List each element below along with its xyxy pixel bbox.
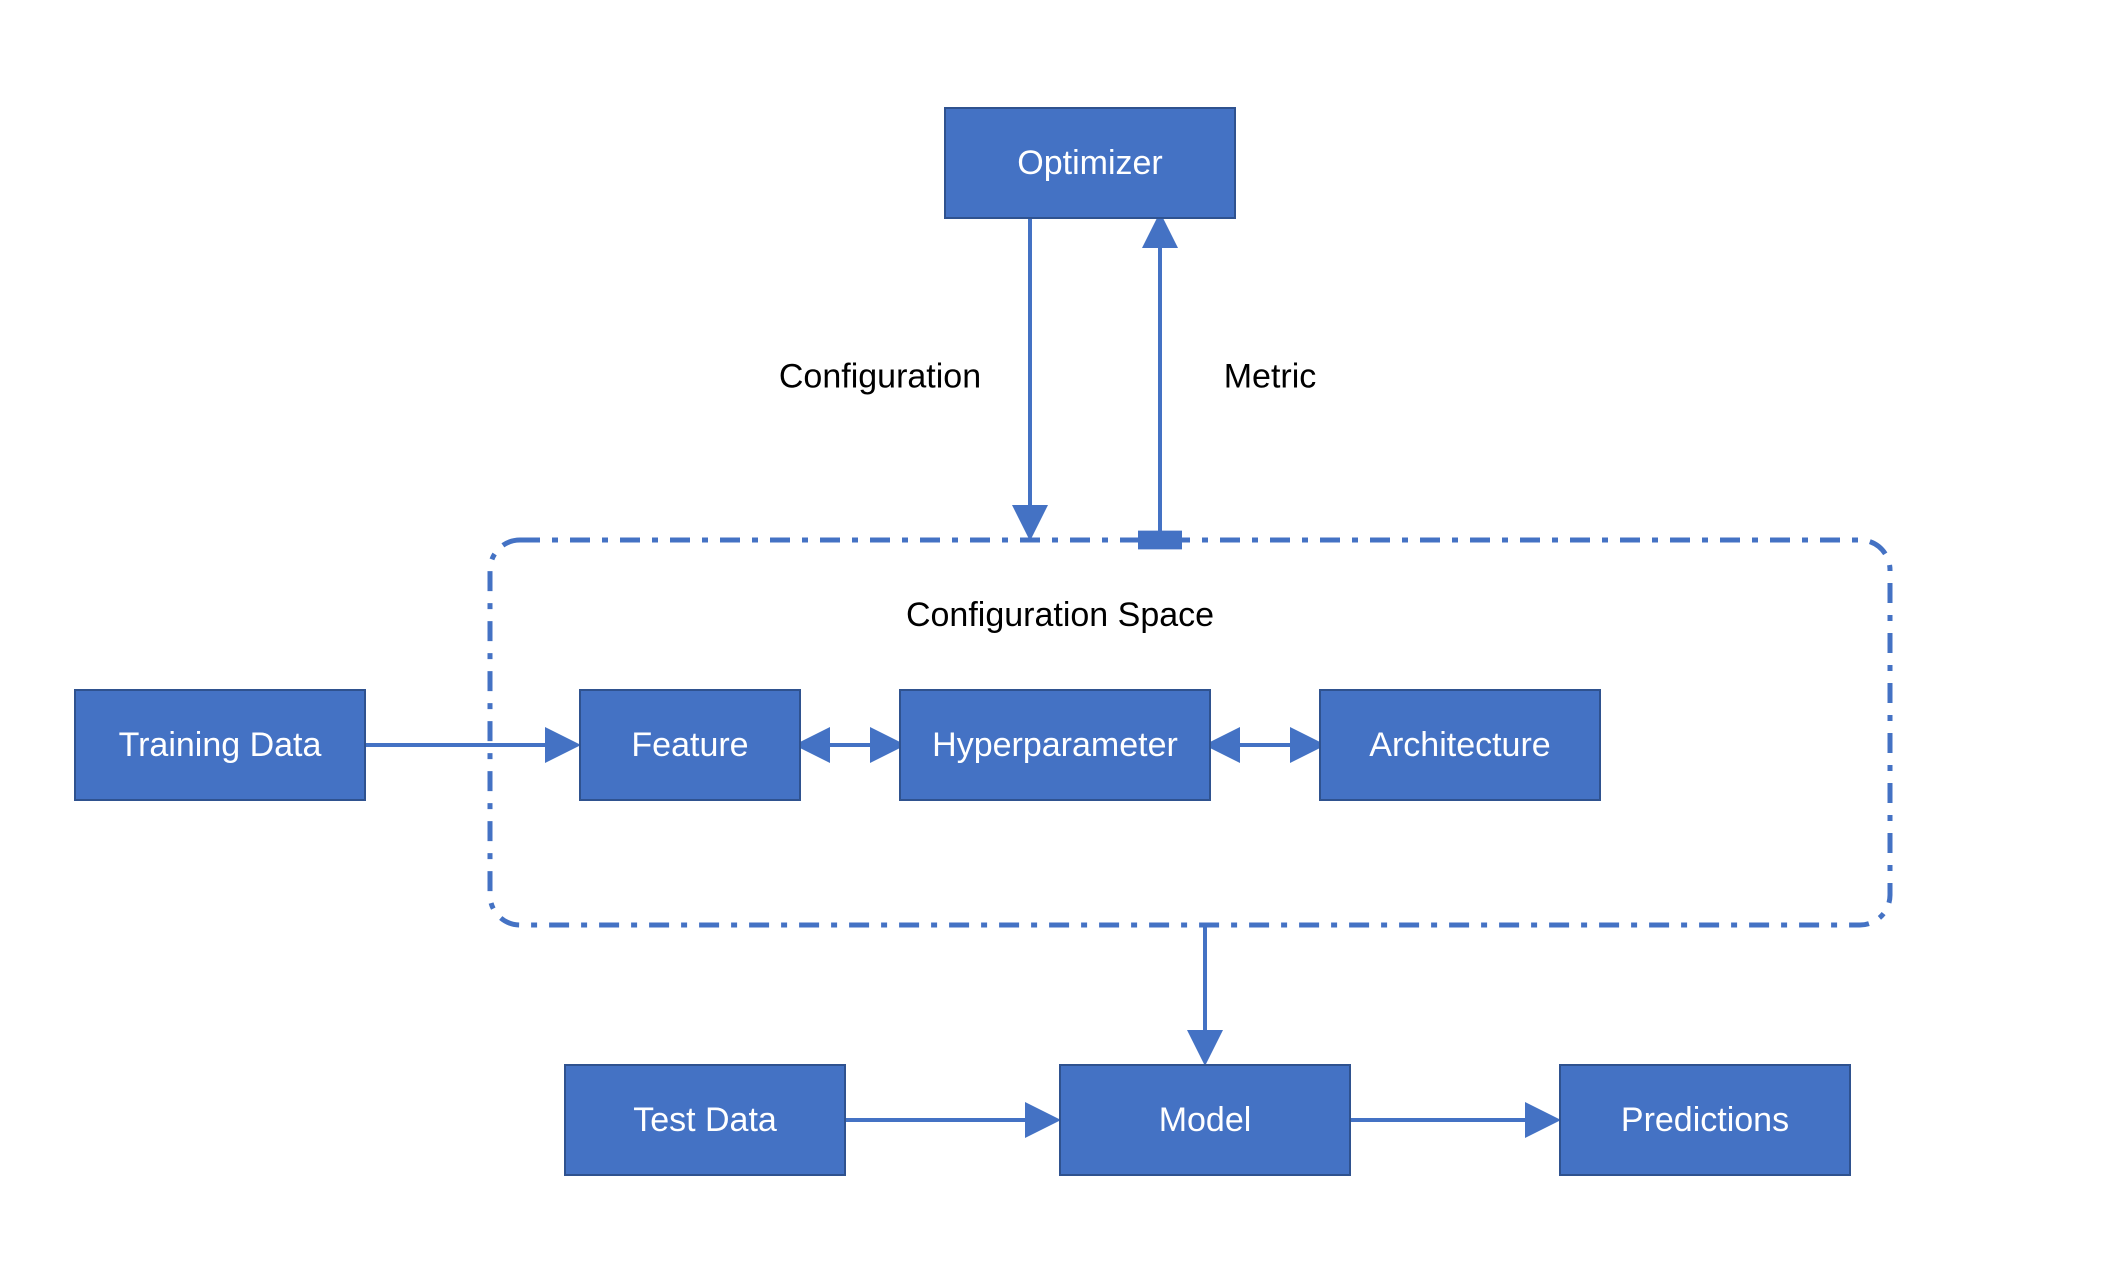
node-hyperparameter-label: Hyperparameter [932, 726, 1178, 764]
node-architecture-label: Architecture [1369, 726, 1550, 764]
node-optimizer-label: Optimizer [1017, 144, 1162, 182]
node-hyperparameter: Hyperparameter [900, 690, 1210, 800]
node-test_data-label: Test Data [633, 1101, 777, 1139]
configuration-edge-label: Configuration [779, 358, 981, 396]
node-training_data-label: Training Data [119, 726, 322, 764]
node-test_data: Test Data [565, 1065, 845, 1175]
node-feature: Feature [580, 690, 800, 800]
node-model-label: Model [1159, 1101, 1252, 1139]
node-predictions: Predictions [1560, 1065, 1850, 1175]
node-model: Model [1060, 1065, 1350, 1175]
node-training_data: Training Data [75, 690, 365, 800]
node-optimizer: Optimizer [945, 108, 1235, 218]
configuration-space-label: Configuration Space [906, 596, 1214, 634]
flowchart-diagram: Configuration Space Optimizer Training Da… [0, 0, 2124, 1288]
nodes-group: Optimizer Training Data Feature Hyperparame… [75, 108, 1850, 1175]
node-predictions-label: Predictions [1621, 1101, 1789, 1139]
metric-edge-label: Metric [1224, 358, 1317, 396]
node-feature-label: Feature [631, 726, 748, 764]
node-architecture: Architecture [1320, 690, 1600, 800]
edges-group [365, 218, 1555, 1120]
